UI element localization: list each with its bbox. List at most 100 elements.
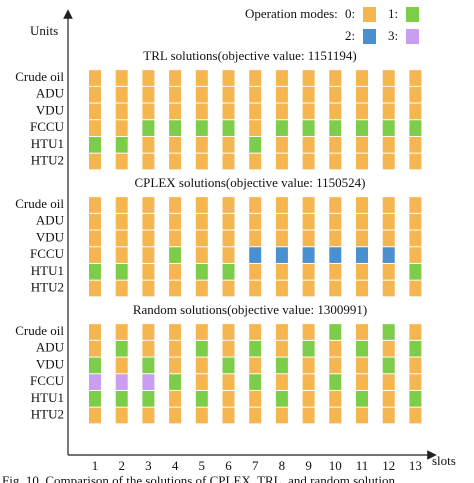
mode-cell (142, 374, 155, 390)
mode-cell (115, 153, 128, 170)
mode-cell (222, 70, 235, 86)
mode-cell (142, 390, 155, 407)
mode-cell (329, 230, 342, 247)
mode-cell (302, 280, 315, 297)
mode-cell (195, 324, 208, 340)
mode-cell (356, 197, 368, 213)
mode-cell (115, 213, 128, 230)
x-tick-label: 10 (329, 458, 342, 473)
mode-cell (409, 213, 422, 230)
mode-cell (275, 120, 288, 136)
unit-label: Crude oil (15, 196, 64, 211)
mode-cell (329, 86, 342, 103)
mode-cell (142, 213, 155, 230)
mode-cell (409, 390, 422, 407)
mode-cell (356, 280, 368, 297)
mode-cell (275, 390, 288, 407)
mode-cell (142, 136, 155, 153)
mode-cell (356, 357, 368, 374)
mode-cell (222, 263, 235, 280)
y-label: Units (30, 23, 58, 38)
mode-cell (382, 120, 395, 136)
mode-cell (275, 86, 288, 103)
unit-label: VDU (36, 356, 65, 371)
x-tick-label: 13 (409, 458, 422, 473)
mode-cell (356, 407, 368, 424)
mode-cell (329, 374, 342, 390)
mode-cell (142, 70, 155, 86)
mode-cell (382, 197, 395, 213)
mode-cell (409, 247, 422, 263)
mode-cell (195, 213, 208, 230)
mode-cell (302, 103, 315, 120)
mode-cell (329, 340, 342, 357)
mode-cell (115, 120, 128, 136)
mode-cell (195, 340, 208, 357)
mode-cell (302, 197, 315, 213)
x-tick-label: 1 (92, 458, 99, 473)
mode-cell (142, 340, 155, 357)
mode-cell (115, 357, 128, 374)
mode-cell (169, 324, 182, 340)
mode-cell (409, 340, 422, 357)
unit-label: VDU (36, 229, 65, 244)
mode-cell (115, 136, 128, 153)
mode-cell (195, 263, 208, 280)
mode-cell (115, 86, 128, 103)
mode-cell (115, 280, 128, 297)
mode-cell (222, 374, 235, 390)
mode-cell (382, 263, 395, 280)
mode-cell (356, 70, 368, 86)
x-tick-label: 11 (356, 458, 369, 473)
mode-cell (382, 280, 395, 297)
mode-cell (115, 70, 128, 86)
mode-cell (89, 136, 101, 153)
mode-cell (142, 407, 155, 424)
mode-cell (382, 230, 395, 247)
mode-cell (329, 390, 342, 407)
mode-cell (222, 120, 235, 136)
legend-label: 2: (345, 28, 355, 43)
mode-cell (169, 407, 182, 424)
mode-cell (115, 263, 128, 280)
legend-swatch (363, 7, 376, 22)
mode-cell (222, 230, 235, 247)
mode-cell (89, 86, 101, 103)
mode-cell (302, 390, 315, 407)
mode-cell (222, 390, 235, 407)
mode-cell (249, 136, 262, 153)
unit-label: ADU (36, 213, 65, 228)
mode-cell (142, 247, 155, 263)
mode-cell (329, 357, 342, 374)
mode-cell (409, 280, 422, 297)
mode-cell (89, 120, 101, 136)
mode-cell (249, 340, 262, 357)
x-tick-label: 2 (118, 458, 125, 473)
mode-cell (329, 136, 342, 153)
mode-cell (382, 340, 395, 357)
mode-cell (329, 324, 342, 340)
legend-swatch (363, 29, 376, 44)
mode-cell (89, 407, 101, 424)
mode-cell (89, 197, 101, 213)
mode-cell (356, 247, 368, 263)
unit-label: VDU (36, 102, 65, 117)
mode-cell (142, 153, 155, 170)
mode-cell (195, 86, 208, 103)
mode-cell (249, 103, 262, 120)
mode-cell (195, 103, 208, 120)
mode-cell (195, 390, 208, 407)
mode-cell (249, 86, 262, 103)
mode-cell (409, 120, 422, 136)
legend-label: 3: (388, 28, 398, 43)
unit-label: ADU (36, 86, 65, 101)
unit-label: FCCU (30, 119, 65, 134)
mode-cell (249, 70, 262, 86)
mode-cell (302, 70, 315, 86)
mode-cell (195, 136, 208, 153)
mode-cell (142, 324, 155, 340)
mode-cell (169, 357, 182, 374)
mode-cell (329, 70, 342, 86)
mode-cell (169, 374, 182, 390)
mode-cell (142, 263, 155, 280)
